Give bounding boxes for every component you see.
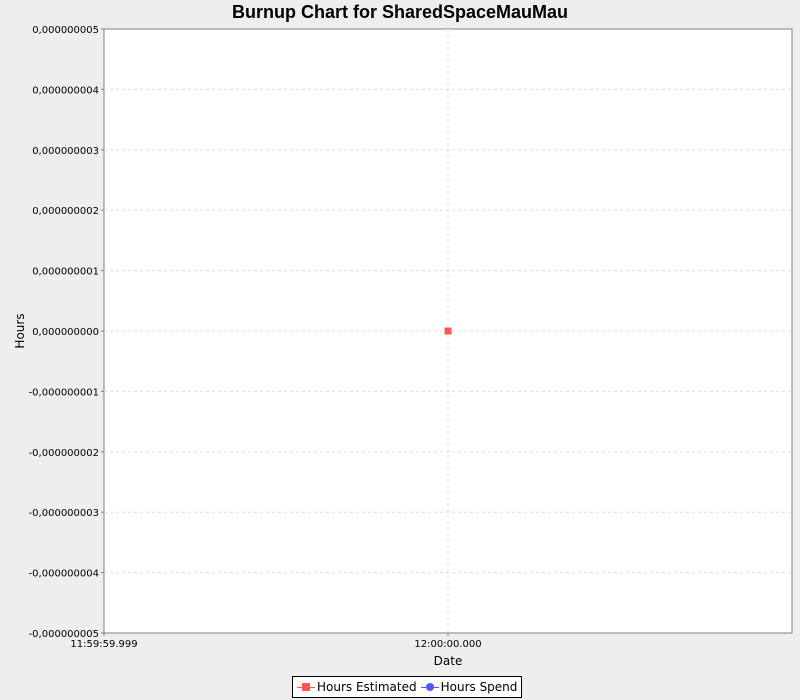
legend-label: Hours Spend (440, 680, 518, 694)
x-tick-label: 11:59:59.999 (70, 639, 137, 650)
legend-swatch-circle-icon (420, 682, 439, 692)
y-tick-label: -0,000000002 (29, 448, 99, 459)
legend-swatch-square-icon (297, 682, 315, 692)
y-tick-label: -0,000000001 (29, 387, 99, 398)
x-axis: 11:59:59.999 12:00:00.000 (70, 633, 482, 650)
data-point-hours-estimated (444, 327, 452, 335)
y-axis: 0,000000005 0,000000004 0,000000003 0,00000… (29, 25, 104, 640)
x-axis-label: Date (434, 654, 463, 668)
y-tick-label: 0,000000002 (32, 206, 99, 217)
y-tick-label: 0,000000000 (32, 327, 99, 338)
legend-item-hours-estimated: Hours Estimated (297, 680, 417, 694)
y-axis-label: Hours (13, 313, 27, 348)
x-tick-label: 12:00:00.000 (414, 639, 481, 650)
legend-label: Hours Estimated (317, 680, 417, 694)
y-tick-label: -0,000000003 (29, 508, 99, 519)
y-tick-label: 0,000000004 (32, 85, 99, 96)
y-tick-label: 0,000000003 (32, 146, 99, 157)
chart-title: Burnup Chart for SharedSpaceMauMau (231, 2, 569, 22)
y-tick-label: -0,000000004 (29, 569, 99, 580)
legend-item-hours-spend: Hours Spend (420, 680, 518, 694)
legend: Hours Estimated Hours Spend (292, 676, 523, 698)
data-points (444, 327, 452, 335)
y-tick-label: -0,000000005 (29, 629, 99, 640)
y-tick-label: 0,000000001 (32, 267, 99, 278)
y-tick-label: 0,000000005 (32, 25, 99, 36)
